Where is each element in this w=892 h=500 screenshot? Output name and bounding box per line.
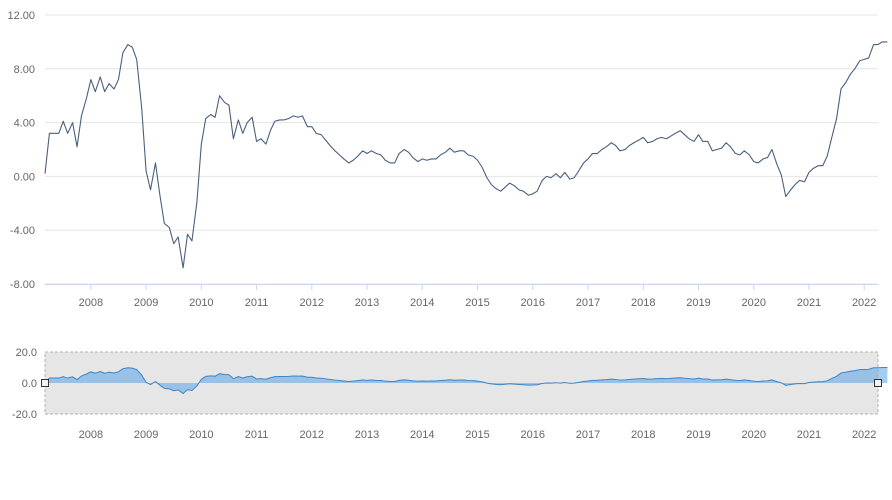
- navigator-x-tick-label: 2021: [797, 429, 821, 441]
- navigator-x-tick-labels: 2008 2009 2010 2011 2012 2013 2014 2015 2016 2017…: [79, 429, 877, 441]
- navigator-y-tick-label: 0.0: [22, 378, 37, 390]
- main-y-axis: 12.00 8.00 4.00 0.00 -4.00 -8.00: [7, 10, 35, 291]
- navigator-handle-right[interactable]: [874, 379, 882, 387]
- x-tick-label: 2010: [189, 297, 213, 309]
- navigator-x-tick-label: 2017: [576, 429, 600, 441]
- main-gridlines: [45, 14, 878, 285]
- x-tick-label: 2018: [631, 297, 655, 309]
- navigator-line: [44, 367, 888, 395]
- x-tick-label: 2020: [741, 297, 765, 309]
- navigator-handle-left[interactable]: [41, 379, 49, 387]
- navigator-x-tick-label: 2009: [134, 429, 158, 441]
- navigator-x-tick-label: 2020: [741, 429, 765, 441]
- navigator-x-tick-label: 2022: [852, 429, 876, 441]
- x-tick-label: 2022: [852, 297, 876, 309]
- main-x-tick-labels: 2008 2009 2010 2011 2012 2013 2014 2015 2016 2017…: [79, 284, 876, 309]
- navigator-x-tick-label: 2016: [521, 429, 545, 441]
- x-tick-label: 2009: [134, 297, 158, 309]
- x-tick-label: 2015: [465, 297, 489, 309]
- x-tick-label: 2016: [521, 297, 545, 309]
- navigator-x-tick-label: 2012: [300, 429, 324, 441]
- x-tick-label: 2014: [410, 297, 434, 309]
- x-tick-label: 2008: [79, 297, 103, 309]
- x-tick-label: 2012: [300, 297, 324, 309]
- navigator-x-tick-label: 2019: [686, 429, 710, 441]
- y-tick-label: 12.00: [7, 10, 35, 22]
- navigator-x-tick-label: 2015: [465, 429, 489, 441]
- navigator-x-tick-label: 2018: [631, 429, 655, 441]
- navigator-y-tick-label: 20.0: [16, 347, 37, 359]
- navigator-x-tick-label: 2014: [410, 429, 434, 441]
- series-line: [44, 41, 888, 269]
- x-tick-label: 2019: [686, 297, 710, 309]
- navigator-x-tick-label: 2008: [79, 429, 103, 441]
- x-tick-label: 2011: [245, 297, 269, 309]
- navigator-x-tick-label: 2013: [355, 429, 379, 441]
- y-tick-label: 0.00: [14, 171, 35, 183]
- x-tick-label: 2013: [355, 297, 379, 309]
- navigator[interactable]: 20.0 0.0 -20.0 2008 2009 2010 2011 2012 2013 201…: [12, 347, 888, 441]
- y-tick-label: 4.00: [14, 118, 35, 130]
- x-tick-label: 2021: [797, 297, 821, 309]
- navigator-y-tick-label: -20.0: [12, 409, 37, 421]
- y-tick-label: -8.00: [10, 279, 35, 291]
- x-tick-label: 2017: [576, 297, 600, 309]
- navigator-y-axis: 20.0 0.0 -20.0: [12, 347, 37, 421]
- y-tick-label: -4.00: [10, 225, 35, 237]
- navigator-x-tick-label: 2011: [245, 429, 269, 441]
- y-tick-label: 8.00: [14, 64, 35, 76]
- navigator-x-tick-label: 2010: [189, 429, 213, 441]
- navigator-outline: [44, 351, 879, 415]
